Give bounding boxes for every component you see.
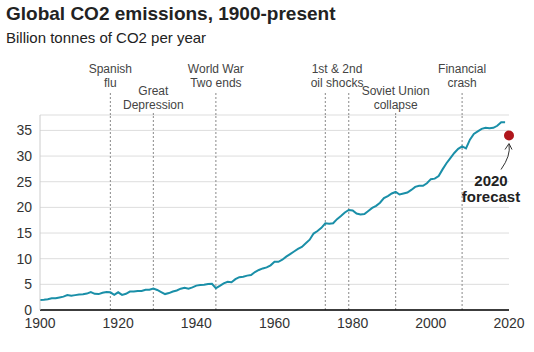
- svg-text:1980: 1980: [337, 315, 368, 331]
- svg-text:0: 0: [24, 302, 32, 318]
- svg-text:1920: 1920: [103, 315, 134, 331]
- svg-text:20: 20: [16, 199, 32, 215]
- svg-text:15: 15: [16, 225, 32, 241]
- svg-text:1960: 1960: [259, 315, 290, 331]
- svg-text:35: 35: [16, 122, 32, 138]
- svg-text:2020: 2020: [493, 315, 524, 331]
- svg-text:2020forecast: 2020forecast: [462, 172, 520, 205]
- svg-text:World WarTwo ends: World WarTwo ends: [188, 62, 244, 90]
- html-text:Billion tonnes of CO2 per year: Billion tonnes of CO2 per year: [6, 29, 207, 46]
- svg-text:30: 30: [16, 148, 32, 164]
- svg-text:GreatDepression: GreatDepression: [123, 84, 184, 112]
- svg-text:2000: 2000: [415, 315, 446, 331]
- svg-text:Spanishflu: Spanishflu: [89, 62, 132, 90]
- svg-text:Soviet Unioncollapse: Soviet Unioncollapse: [362, 84, 430, 112]
- svg-text:Financialcrash: Financialcrash: [438, 62, 486, 90]
- html-text:Global CO2 emissions, 1900-pre: Global CO2 emissions, 1900-present: [6, 3, 336, 24]
- svg-text:1940: 1940: [181, 315, 212, 331]
- svg-text:5: 5: [24, 276, 32, 292]
- svg-text:1900: 1900: [24, 314, 56, 331]
- svg-text:10: 10: [16, 251, 32, 267]
- svg-text:1st & 2ndoil shocks: 1st & 2ndoil shocks: [311, 62, 364, 90]
- svg-text:25: 25: [16, 174, 32, 190]
